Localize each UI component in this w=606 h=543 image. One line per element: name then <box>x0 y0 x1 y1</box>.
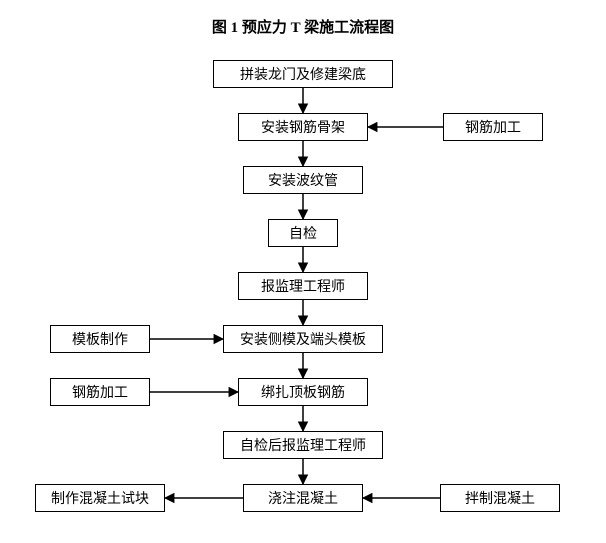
flow-node-n10: 钢筋加工 <box>50 378 150 406</box>
flow-node-n12: 浇注混凝土 <box>243 484 363 512</box>
flow-node-n9: 绑扎顶板钢筋 <box>238 378 368 406</box>
flow-node-n7: 安装侧模及端头模板 <box>223 325 383 353</box>
flowchart-canvas: 图 1 预应力 T 梁施工流程图 拼装龙门及修建梁底安装钢筋骨架钢筋加工安装波纹… <box>0 0 606 543</box>
flow-node-n2: 安装钢筋骨架 <box>238 113 368 141</box>
flow-node-n13: 制作混凝土试块 <box>35 484 165 512</box>
flow-node-n8: 模板制作 <box>50 325 150 353</box>
flow-node-n1: 拼装龙门及修建梁底 <box>213 60 393 88</box>
flow-node-n4: 安装波纹管 <box>243 166 363 194</box>
flow-node-n3: 钢筋加工 <box>443 113 543 141</box>
flow-node-n11: 自检后报监理工程师 <box>223 431 383 459</box>
flow-node-n6: 报监理工程师 <box>238 272 368 300</box>
flow-node-n5: 自检 <box>268 219 338 247</box>
figure-title: 图 1 预应力 T 梁施工流程图 <box>0 0 606 37</box>
flow-node-n14: 拌制混凝土 <box>440 484 560 512</box>
